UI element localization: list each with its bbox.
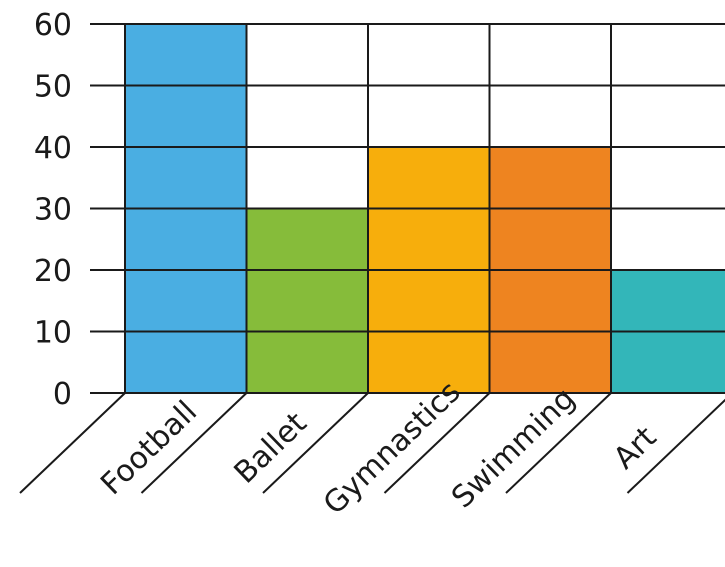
x-category-label-ballet: Ballet xyxy=(228,406,314,491)
x-category-label-gymnastics: Gymnastics xyxy=(317,375,468,522)
y-tick-label: 60 xyxy=(34,8,72,43)
x-axis-diagonal xyxy=(626,398,725,494)
bar-ballet xyxy=(246,208,368,393)
x-axis-diagonal xyxy=(140,392,248,494)
y-tick-label: 20 xyxy=(34,254,72,289)
x-axis-diagonal xyxy=(262,392,369,494)
x-axis-diagonal xyxy=(19,392,126,494)
y-tick-label: 10 xyxy=(34,316,72,351)
y-tick-label: 40 xyxy=(34,131,72,166)
y-axis-ticks: 0 10 20 30 40 50 60 xyxy=(34,8,72,412)
y-tick-label: 0 xyxy=(53,377,72,412)
x-axis-diagonal xyxy=(505,392,612,494)
grid-overlay xyxy=(90,23,725,394)
y-tick-label: 50 xyxy=(34,70,72,105)
x-axis-diagonal xyxy=(383,392,491,494)
x-axis-diagonals xyxy=(19,392,725,494)
y-tick-label: 30 xyxy=(34,193,72,228)
